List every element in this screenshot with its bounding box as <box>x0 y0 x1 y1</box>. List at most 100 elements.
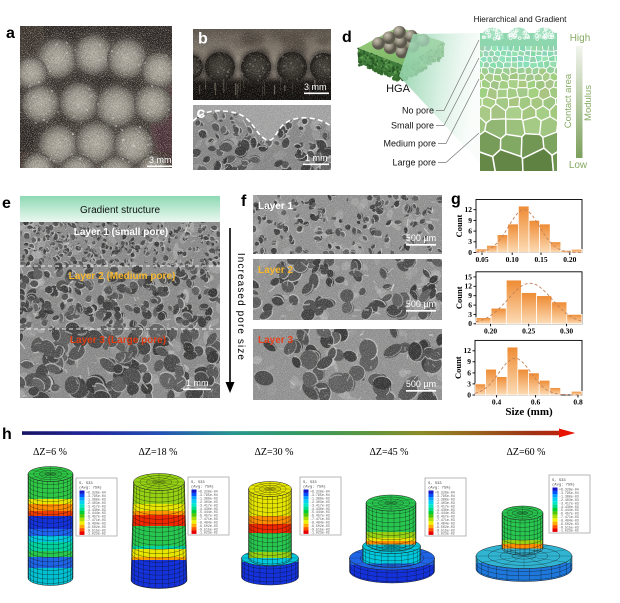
svg-text:-6.457e-03: -6.457e-03 <box>86 515 106 519</box>
svg-text:3: 3 <box>468 310 472 319</box>
svg-text:0.25: 0.25 <box>522 326 535 335</box>
svg-text:0.20: 0.20 <box>484 326 497 335</box>
svg-text:Hierarchical and Gradient: Hierarchical and Gradient <box>474 15 568 24</box>
svg-text:+6.328e-04: +6.328e-04 <box>86 491 106 495</box>
svg-text:-3.795e-04: -3.795e-04 <box>198 493 218 497</box>
svg-text:12: 12 <box>465 205 473 214</box>
svg-text:-7.471e-03: -7.471e-03 <box>310 517 330 521</box>
svg-text:S, S33: S, S33 <box>79 482 93 486</box>
svg-text:Layer 1: Layer 1 <box>258 201 293 212</box>
svg-text:6: 6 <box>467 368 471 377</box>
svg-text:-3.795e-04: -3.795e-04 <box>86 494 106 498</box>
svg-text:Layer 3 (Large pore): Layer 3 (Large pore) <box>70 335 166 346</box>
svg-text:0.6: 0.6 <box>531 398 541 407</box>
svg-text:(Avg: 75%): (Avg: 75%) <box>79 486 102 491</box>
svg-text:-4.430e-03: -4.430e-03 <box>198 507 218 511</box>
svg-text:12: 12 <box>464 346 472 355</box>
svg-text:6: 6 <box>468 227 472 236</box>
svg-text:S, S33: S, S33 <box>303 481 317 485</box>
svg-text:S, S33: S, S33 <box>552 479 566 483</box>
svg-text:-3.795e-04: -3.795e-04 <box>435 494 455 498</box>
svg-text:Layer 2: Layer 2 <box>258 265 293 276</box>
svg-text:(Avg: 75%): (Avg: 75%) <box>552 483 575 488</box>
svg-text:500 µm: 500 µm <box>406 299 436 309</box>
svg-text:-8.484e-03: -8.484e-03 <box>559 519 579 523</box>
svg-text:+6.328e-04: +6.328e-04 <box>435 491 455 495</box>
svg-text:500 µm: 500 µm <box>406 379 436 389</box>
svg-text:3 mm: 3 mm <box>149 155 172 165</box>
svg-text:-9.515e-03: -9.515e-03 <box>435 528 455 532</box>
svg-text:3 mm: 3 mm <box>304 82 327 92</box>
svg-text:-1.380e-03: -1.380e-03 <box>310 497 330 501</box>
svg-text:-9.502e-03: -9.502e-03 <box>310 524 330 528</box>
svg-text:b: b <box>198 31 208 48</box>
svg-text:Size (mm): Size (mm) <box>505 406 553 418</box>
svg-text:No pore: No pore <box>402 106 434 116</box>
svg-text:-2.403e-03: -2.403e-03 <box>310 500 330 504</box>
svg-text:-5.444e-03: -5.444e-03 <box>310 510 330 514</box>
svg-text:-1.023e-02: -1.023e-02 <box>86 532 106 536</box>
svg-text:-9.502e-03: -9.502e-03 <box>86 525 106 529</box>
svg-text:-1.023e-02: -1.023e-02 <box>198 531 218 535</box>
svg-text:Layer 1 (small pore): Layer 1 (small pore) <box>74 227 168 238</box>
svg-text:Gradient structure: Gradient structure <box>80 205 160 216</box>
svg-text:(Avg: 75%): (Avg: 75%) <box>191 485 214 490</box>
svg-text:Low: Low <box>569 160 588 171</box>
svg-text:9: 9 <box>468 291 472 300</box>
svg-text:-3.795e-04: -3.795e-04 <box>310 493 330 497</box>
svg-text:(Avg: 75%): (Avg: 75%) <box>303 485 326 490</box>
svg-text:-9.515e-03: -9.515e-03 <box>559 525 579 529</box>
svg-text:12: 12 <box>465 282 473 291</box>
svg-text:Modulus: Modulus <box>583 85 594 121</box>
svg-text:-8.484e-03: -8.484e-03 <box>198 521 218 525</box>
svg-text:-3.417e-03: -3.417e-03 <box>559 501 579 505</box>
svg-text:-6.457e-03: -6.457e-03 <box>435 515 455 519</box>
svg-text:-7.471e-03: -7.471e-03 <box>559 515 579 519</box>
svg-text:-3.417e-03: -3.417e-03 <box>86 504 106 508</box>
svg-text:-2.403e-03: -2.403e-03 <box>435 501 455 505</box>
svg-text:3: 3 <box>468 237 472 246</box>
svg-text:-9.515e-03: -9.515e-03 <box>86 528 106 532</box>
svg-text:-1.380e-03: -1.380e-03 <box>559 495 579 499</box>
svg-text:-7.471e-03: -7.471e-03 <box>86 518 106 522</box>
svg-text:-9.502e-03: -9.502e-03 <box>435 525 455 529</box>
svg-text:0.10: 0.10 <box>506 255 519 264</box>
svg-text:3: 3 <box>467 379 471 388</box>
svg-text:High: High <box>570 33 591 44</box>
svg-text:ΔZ=18 %: ΔZ=18 % <box>138 447 177 458</box>
svg-text:0.15: 0.15 <box>534 255 547 264</box>
svg-text:0.20: 0.20 <box>563 255 576 264</box>
svg-text:-5.444e-03: -5.444e-03 <box>86 511 106 515</box>
svg-text:-2.403e-03: -2.403e-03 <box>559 498 579 502</box>
svg-text:ΔZ=60 %: ΔZ=60 % <box>506 447 545 458</box>
svg-text:-9.515e-03: -9.515e-03 <box>310 527 330 531</box>
svg-text:-4.430e-03: -4.430e-03 <box>86 508 106 512</box>
svg-text:-1.023e-02: -1.023e-02 <box>310 531 330 535</box>
svg-text:-8.484e-03: -8.484e-03 <box>86 522 106 526</box>
svg-text:Large pore: Large pore <box>392 158 436 168</box>
svg-text:-4.430e-03: -4.430e-03 <box>435 508 455 512</box>
svg-text:ΔZ=45 %: ΔZ=45 % <box>369 447 408 458</box>
svg-text:-1.380e-03: -1.380e-03 <box>86 498 106 502</box>
svg-text:+6.328e-04: +6.328e-04 <box>310 490 330 494</box>
svg-text:-9.502e-03: -9.502e-03 <box>559 522 579 526</box>
svg-text:-1.380e-03: -1.380e-03 <box>435 498 455 502</box>
svg-text:-8.484e-03: -8.484e-03 <box>435 522 455 526</box>
svg-text:Count: Count <box>453 356 463 379</box>
svg-text:Increased pore size: Increased pore size <box>235 253 246 361</box>
svg-text:S, S33: S, S33 <box>191 481 205 485</box>
svg-text:-5.444e-03: -5.444e-03 <box>198 510 218 514</box>
svg-text:0.8: 0.8 <box>573 398 583 407</box>
svg-text:Medium pore: Medium pore <box>383 139 436 149</box>
svg-text:-7.471e-03: -7.471e-03 <box>435 518 455 522</box>
svg-text:Small pore: Small pore <box>391 121 434 131</box>
svg-text:-6.457e-03: -6.457e-03 <box>198 514 218 518</box>
svg-text:9: 9 <box>467 357 471 366</box>
svg-text:ΔZ=6 %: ΔZ=6 % <box>33 447 67 458</box>
svg-text:-8.484e-03: -8.484e-03 <box>310 521 330 525</box>
svg-text:6: 6 <box>468 301 472 310</box>
svg-text:-4.430e-03: -4.430e-03 <box>310 507 330 511</box>
svg-text:-1.023e-02: -1.023e-02 <box>559 529 579 533</box>
svg-text:Count: Count <box>454 215 464 238</box>
svg-text:500 µm: 500 µm <box>406 233 436 243</box>
